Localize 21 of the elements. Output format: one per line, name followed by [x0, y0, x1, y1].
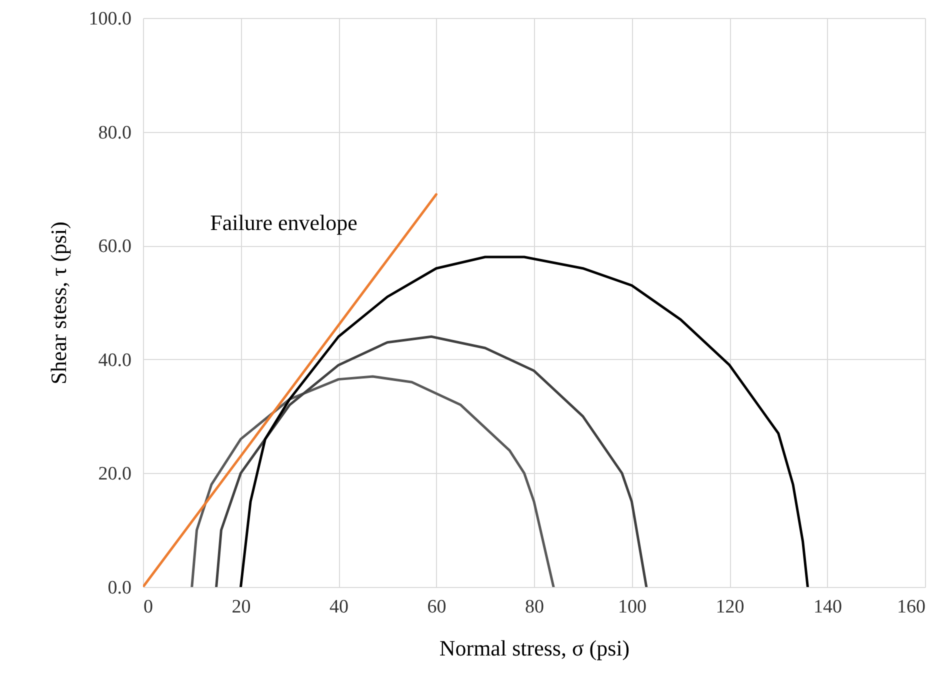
y-tick-label: 0.0 — [108, 578, 132, 598]
y-tick-label: 40.0 — [98, 350, 132, 371]
x-tick-label: 40 — [330, 596, 348, 618]
y-tick-label: 100.0 — [88, 8, 132, 30]
series-label: Failure envelope — [210, 210, 358, 235]
x-tick-label: 60 — [427, 596, 446, 618]
x-tick-label: 80 — [525, 596, 544, 618]
line-series — [190, 375, 555, 587]
x-tick-label: 120 — [716, 596, 744, 618]
x-tick-label: 20 — [232, 596, 251, 618]
y-tick-label: 80.0 — [98, 122, 132, 144]
y-axis-title: Shear stess, τ (psi) — [46, 222, 71, 384]
line-series — [240, 256, 809, 587]
y-tick-label: 60.0 — [98, 236, 132, 258]
x-tick-label: 160 — [897, 596, 926, 618]
y-tick-label: 20.0 — [98, 464, 132, 485]
x-tick-label: 100 — [618, 596, 646, 618]
x-axis-title: Normal stress, σ (psi) — [439, 636, 630, 660]
line-series — [215, 335, 648, 587]
x-tick-label: 0 — [144, 596, 153, 618]
x-tick-label: 140 — [814, 596, 842, 618]
